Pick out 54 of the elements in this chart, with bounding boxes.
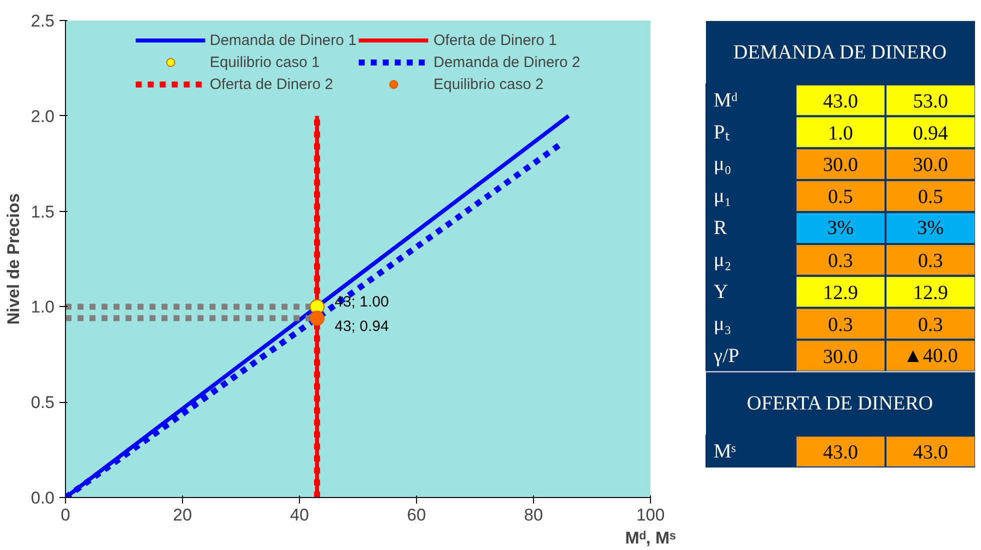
text: 0.3	[918, 314, 943, 336]
text: γ/P	[712, 344, 740, 367]
text: 0.94	[913, 122, 948, 144]
text: Y	[714, 280, 728, 303]
text: 0.3	[828, 314, 853, 336]
text: Mˢ	[714, 440, 736, 463]
text: 30.0	[823, 154, 858, 176]
x-axis-title: Mᵈ, Mˢ	[625, 528, 676, 548]
y-axis-title: Nivel de Precios	[4, 193, 23, 325]
text: DEMANDA DE DINERO	[733, 41, 947, 64]
y-tick-label: 0.0	[30, 488, 55, 508]
text: 12.9	[913, 282, 948, 304]
text: OFERTA DE DINERO	[746, 392, 933, 415]
text: Pₜ	[714, 121, 730, 144]
text: μ₀	[714, 153, 732, 176]
text: Mᵈ	[714, 89, 738, 112]
annotation: 43; 1.00	[334, 294, 389, 311]
legend-label: Equilibrio caso 2	[434, 76, 544, 92]
text: 0.5	[828, 186, 853, 208]
x-tick-label: 60	[407, 506, 426, 524]
y-tick-label: 1.5	[30, 202, 55, 222]
annotation: 43; 0.94	[334, 318, 389, 336]
text: 3%	[917, 217, 944, 240]
legend-label: Oferta de Dinero 2	[210, 76, 334, 92]
y-tick-label: 0.5	[30, 393, 55, 412]
x-tick-label: 100	[636, 506, 665, 524]
text: 53.0	[913, 90, 948, 112]
legend-label: Oferta de Dinero 1	[434, 32, 557, 48]
text: 43.0	[823, 442, 858, 464]
x-tick-label: 0	[60, 506, 70, 524]
text: 0.3	[918, 250, 943, 272]
text: μ₃	[714, 312, 732, 335]
text: 1.0	[828, 122, 853, 144]
text: 0.3	[828, 250, 853, 272]
x-tick-label: 20	[173, 506, 192, 524]
x-tick-label: 40	[290, 506, 309, 524]
text: 43.0	[823, 90, 858, 112]
y-tick-label: 1.0	[30, 298, 55, 317]
text: 3%	[827, 217, 854, 240]
legend-label: Demanda de Dinero 2	[434, 54, 580, 70]
text: 12.9	[823, 282, 858, 304]
legend-label: Demanda de Dinero 1	[210, 32, 356, 48]
text: ▲40.0	[903, 344, 958, 367]
text: R	[714, 217, 728, 240]
y-tick-label: 2.5	[30, 12, 55, 30]
text: μ₁	[714, 185, 732, 208]
text: μ₂	[714, 248, 732, 271]
legend-label: Equilibrio caso 1	[210, 54, 320, 70]
text: 30.0	[823, 346, 858, 368]
x-tick-label: 80	[524, 506, 543, 524]
text: 43.0	[913, 442, 948, 464]
text: 0.5	[918, 186, 943, 208]
y-tick-label: 2.0	[30, 106, 55, 126]
text: 30.0	[913, 154, 948, 176]
